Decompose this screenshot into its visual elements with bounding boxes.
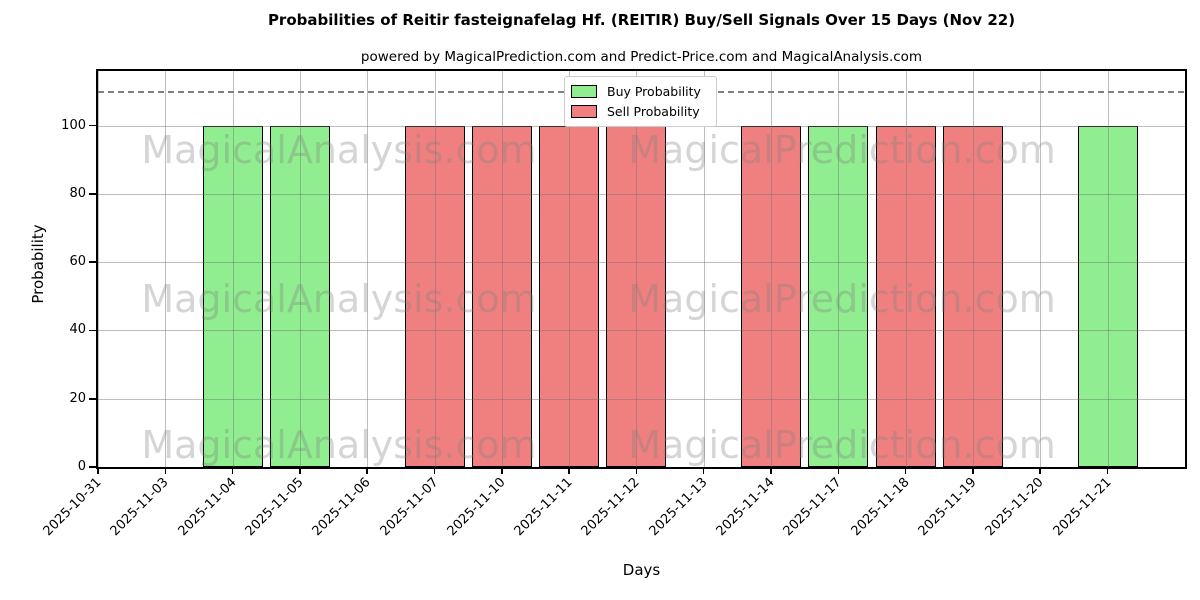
bar-2025-11-12 bbox=[606, 125, 667, 467]
gridline-v bbox=[232, 71, 234, 467]
x-tick-mark bbox=[972, 469, 974, 474]
x-tick-label: 2025-11-11 bbox=[511, 475, 576, 540]
y-tick-mark bbox=[89, 397, 96, 400]
x-tick-mark bbox=[635, 469, 638, 474]
x-tick-label: 2025-11-12 bbox=[578, 475, 643, 540]
gridline-v bbox=[636, 71, 638, 467]
sell-swatch-icon bbox=[571, 105, 597, 118]
gridline-v bbox=[367, 71, 369, 467]
x-axis-label: Days bbox=[622, 561, 661, 579]
gridline-h bbox=[98, 262, 1185, 264]
x-tick-mark bbox=[568, 469, 570, 474]
x-tick-label: 2025-10-31 bbox=[40, 475, 105, 540]
bar-2025-11-05 bbox=[269, 125, 330, 467]
bar-2025-11-18 bbox=[875, 125, 936, 467]
x-tick-label: 2025-11-05 bbox=[242, 475, 307, 540]
x-tick-mark bbox=[501, 469, 503, 474]
chart-title: Probabilities of Reitir fasteignafelag H… bbox=[267, 11, 1016, 29]
x-tick-mark bbox=[97, 469, 99, 474]
x-tick-label: 2025-11-06 bbox=[309, 475, 374, 540]
chart-subtitle: powered by MagicalPrediction.com and Pre… bbox=[360, 49, 923, 65]
bar-2025-11-14 bbox=[741, 125, 801, 467]
y-tick-mark bbox=[89, 124, 96, 127]
x-tick-label: 2025-11-20 bbox=[982, 475, 1047, 540]
x-tick-mark bbox=[702, 469, 705, 474]
x-tick-label: 2025-11-10 bbox=[444, 475, 509, 540]
y-tick-label: 20 bbox=[69, 390, 86, 406]
bar-2025-11-11 bbox=[539, 125, 600, 467]
legend: Buy Probability Sell Probability bbox=[564, 76, 717, 127]
x-tick-mark bbox=[1106, 469, 1109, 474]
x-tick-mark bbox=[164, 469, 167, 474]
bar-2025-11-10 bbox=[471, 125, 532, 467]
y-tick-mark bbox=[89, 329, 96, 332]
bar-2025-11-19 bbox=[942, 125, 1003, 467]
x-tick-label: 2025-11-17 bbox=[780, 475, 845, 540]
x-tick-mark bbox=[837, 469, 840, 474]
x-tick-mark bbox=[366, 469, 368, 474]
y-tick-mark bbox=[89, 466, 96, 468]
x-tick-label: 2025-11-13 bbox=[646, 475, 711, 540]
x-tick-mark bbox=[1039, 469, 1041, 474]
gridline-v bbox=[501, 71, 503, 467]
bar-2025-11-04 bbox=[202, 125, 263, 467]
gridline-v bbox=[98, 71, 99, 467]
gridline-h bbox=[98, 193, 1185, 195]
gridline-v bbox=[972, 71, 974, 467]
y-tick-label: 100 bbox=[61, 117, 86, 133]
gridline-v bbox=[771, 71, 772, 467]
bar-2025-11-21 bbox=[1077, 125, 1138, 467]
x-tick-mark bbox=[433, 469, 436, 474]
bar-2025-11-17 bbox=[808, 125, 869, 467]
x-tick-label: 2025-11-03 bbox=[107, 475, 172, 540]
x-tick-label: 2025-11-18 bbox=[848, 475, 913, 540]
gridline-v bbox=[703, 71, 705, 467]
y-tick-label: 0 bbox=[77, 459, 86, 474]
plot-area: Buy Probability Sell Probability Magical… bbox=[41, 69, 1187, 539]
x-tick-label: 2025-11-14 bbox=[713, 475, 778, 540]
gridline-v bbox=[299, 71, 301, 467]
x-tick-mark bbox=[231, 469, 234, 474]
x-tick-label: 2025-11-04 bbox=[175, 475, 240, 540]
bar-2025-11-07 bbox=[404, 125, 465, 467]
x-tick-mark bbox=[904, 469, 907, 474]
gridline-h bbox=[98, 330, 1185, 332]
gridline-v bbox=[905, 71, 907, 467]
y-tick-label: 60 bbox=[69, 254, 86, 270]
gridline-v bbox=[434, 71, 436, 467]
gridline-v bbox=[838, 71, 840, 467]
y-tick-mark bbox=[89, 193, 96, 195]
y-tick-mark bbox=[89, 261, 96, 263]
legend-label-buy: Buy Probability bbox=[607, 84, 701, 99]
y-tick-label: 80 bbox=[69, 185, 86, 201]
gridline-v bbox=[1107, 71, 1109, 467]
x-tick-label: 2025-11-21 bbox=[1050, 475, 1115, 540]
legend-item-buy: Buy Probability bbox=[571, 84, 701, 99]
legend-item-sell: Sell Probability bbox=[571, 104, 701, 119]
buy-swatch-icon bbox=[571, 85, 597, 98]
legend-label-sell: Sell Probability bbox=[607, 104, 700, 119]
gridline-v bbox=[1040, 71, 1042, 467]
gridline-v bbox=[569, 71, 571, 467]
y-tick-label: 40 bbox=[69, 322, 86, 338]
gridline-h bbox=[98, 398, 1185, 400]
x-tick-mark bbox=[770, 469, 772, 474]
gridline-v bbox=[165, 71, 167, 467]
x-tick-label: 2025-11-07 bbox=[377, 475, 442, 540]
y-axis-label: Probability bbox=[29, 224, 47, 304]
x-tick-mark bbox=[299, 469, 301, 474]
x-tick-label: 2025-11-19 bbox=[915, 475, 980, 540]
